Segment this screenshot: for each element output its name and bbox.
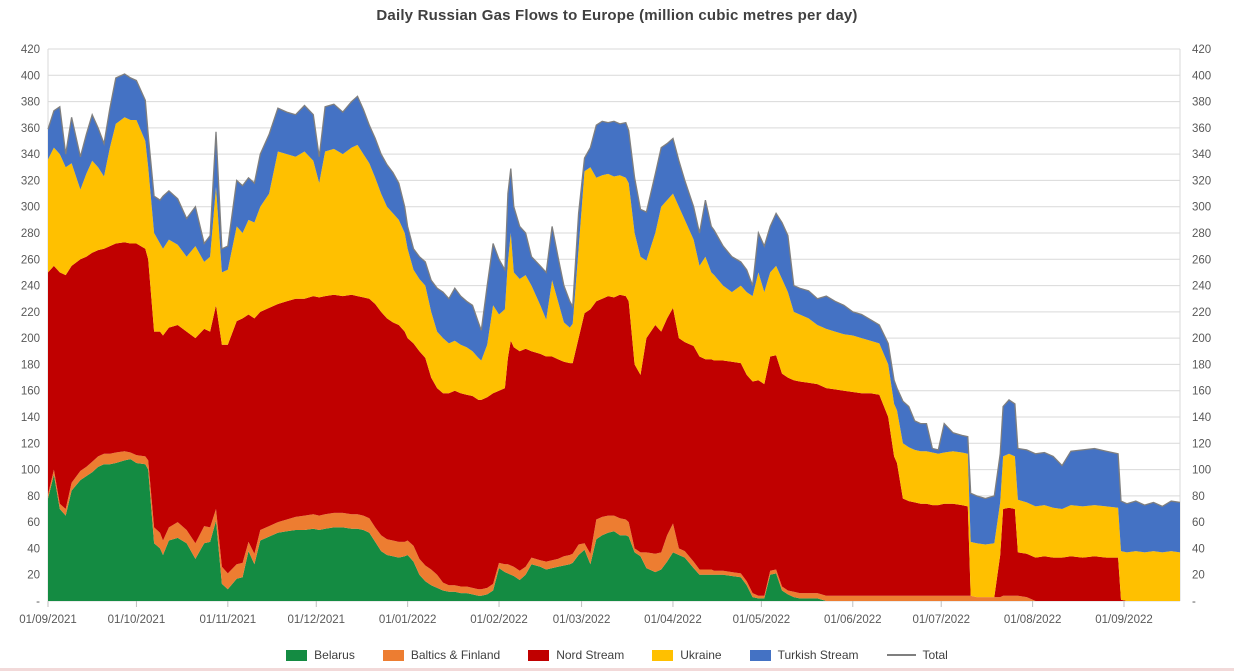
- y-axis-label-right: 20: [1192, 570, 1205, 582]
- legend-item-ukraine: Ukraine: [652, 648, 722, 662]
- y-axis-label-right: 280: [1192, 228, 1211, 240]
- y-axis-label-right: 320: [1192, 175, 1211, 187]
- y-axis-label-right: 160: [1192, 386, 1211, 398]
- y-axis-label-left: 60: [27, 517, 40, 529]
- x-axis-label: 01/08/2022: [1004, 614, 1062, 626]
- y-axis-label-left: 280: [21, 228, 40, 240]
- area-belarus: [48, 459, 1180, 601]
- y-axis-label-left: 80: [27, 491, 40, 503]
- y-axis-label-right: 100: [1192, 465, 1211, 477]
- legend-label-belarus: Belarus: [314, 648, 355, 662]
- legend-item-turkish-stream: Turkish Stream: [749, 648, 859, 662]
- y-axis-label-right: 180: [1192, 359, 1211, 371]
- page-edge-strip: [0, 668, 1234, 671]
- total-line: [47, 73, 1181, 508]
- y-axis-label-left: 320: [21, 175, 40, 187]
- y-axis-label-right: 420: [1192, 44, 1211, 56]
- y-axis-label-left: 40: [27, 543, 40, 555]
- x-axis-label: 01/12/2021: [287, 614, 345, 626]
- chart-title: Daily Russian Gas Flows to Europe (milli…: [376, 7, 858, 24]
- y-axis-label-left: 340: [21, 149, 40, 161]
- x-axis-label: 01/06/2022: [824, 614, 882, 626]
- y-axis-label-right: 340: [1192, 149, 1211, 161]
- y-axis-label-left: 140: [21, 412, 40, 424]
- x-axis-label: 01/05/2022: [733, 614, 791, 626]
- area-turkish-stream: [48, 74, 1180, 553]
- x-axis-label: 01/09/2021: [19, 614, 77, 626]
- y-axis-label-right: -: [1192, 596, 1196, 608]
- y-axis-label-right: 400: [1192, 70, 1211, 82]
- y-axis-label-right: 80: [1192, 491, 1205, 503]
- y-axis-label-right: 200: [1192, 333, 1211, 345]
- y-axis-label-left: 240: [21, 281, 40, 293]
- x-axis-label: 01/10/2021: [108, 614, 166, 626]
- legend-label-total: Total: [922, 648, 948, 662]
- y-axis-label-right: 300: [1192, 202, 1211, 214]
- y-axis-label-left: 20: [27, 570, 40, 582]
- x-axis-label: 01/09/2022: [1095, 614, 1153, 626]
- x-axis-label: 01/02/2022: [470, 614, 528, 626]
- legend-label-ukraine: Ukraine: [680, 648, 722, 662]
- y-axis-label-left: 160: [21, 386, 40, 398]
- y-axis-label-right: 240: [1192, 281, 1211, 293]
- y-axis-label-left: 260: [21, 254, 40, 266]
- x-axis-label: 01/11/2021: [199, 614, 256, 626]
- y-axis-label-right: 40: [1192, 543, 1205, 555]
- y-axis-label-left: 380: [21, 97, 40, 109]
- legend-item-nord-stream: Nord Stream: [528, 648, 624, 662]
- y-axis-label-right: 380: [1192, 97, 1211, 109]
- legend-label-nord-stream: Nord Stream: [556, 648, 625, 662]
- y-axis-label-left: 200: [21, 333, 40, 345]
- legend-swatch-ukraine: [652, 649, 674, 661]
- area-ukraine: [48, 117, 1180, 602]
- y-axis-label-left: 220: [21, 307, 40, 319]
- y-axis-label-left: 360: [21, 123, 40, 135]
- y-axis-label-right: 360: [1192, 123, 1211, 135]
- legend-item-belarus: Belarus: [286, 648, 355, 662]
- legend-swatch-turkish-stream: [749, 649, 771, 661]
- area-baltics-finland: [48, 451, 1180, 601]
- y-axis-label-left: 120: [21, 438, 40, 450]
- y-axis-label-right: 260: [1192, 254, 1211, 266]
- legend-item-baltics-finland: Baltics & Finland: [382, 648, 501, 662]
- legend-swatch-total: [886, 654, 916, 656]
- y-axis-label-left: 400: [21, 70, 40, 82]
- legend-label-turkish-stream: Turkish Stream: [777, 648, 859, 662]
- y-axis-label-left: 300: [21, 202, 40, 214]
- legend-swatch-belarus: [286, 649, 308, 661]
- legend-swatch-nord-stream: [528, 649, 550, 661]
- legend-item-total: Total: [886, 648, 948, 662]
- y-axis-label-right: 140: [1192, 412, 1211, 424]
- legend-swatch-baltics-finland: [382, 649, 404, 661]
- y-axis-label-left: 420: [21, 44, 40, 56]
- area-nord-stream: [48, 242, 1180, 601]
- x-axis-label: 01/01/2022: [379, 614, 437, 626]
- y-axis-label-right: 60: [1192, 517, 1205, 529]
- x-axis-label: 01/07/2022: [912, 614, 970, 626]
- x-axis-label: 01/04/2022: [644, 614, 702, 626]
- y-axis-label-left: -: [36, 596, 40, 608]
- y-axis-label-left: 180: [21, 359, 40, 371]
- chart-legend: Belarus Baltics & Finland Nord Stream Ukrai…: [0, 648, 1234, 662]
- y-axis-label-right: 220: [1192, 307, 1211, 319]
- legend-label-baltics-finland: Baltics & Finland: [410, 648, 501, 662]
- x-axis-label: 01/03/2022: [553, 614, 611, 626]
- y-axis-label-left: 100: [21, 465, 40, 477]
- y-axis-label-right: 120: [1192, 438, 1211, 450]
